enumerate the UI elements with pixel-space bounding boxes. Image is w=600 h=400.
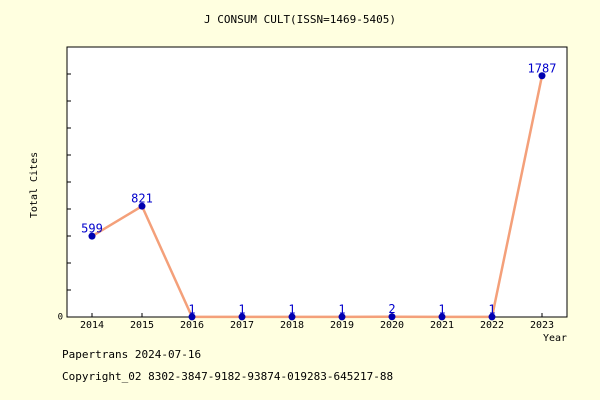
y-axis-label: Total Cites	[29, 152, 40, 218]
data-label: 1	[338, 302, 345, 316]
y-tick-label: 0	[58, 313, 63, 323]
data-point	[538, 72, 546, 80]
plot-area	[66, 46, 568, 318]
footer-text: Copyright_02 8302-3847-9182-93874-019283…	[62, 370, 393, 383]
x-tick-label: 2016	[180, 320, 204, 331]
data-point	[288, 313, 296, 321]
data-point	[188, 313, 196, 321]
data-point	[88, 232, 96, 240]
x-tick-label: 2020	[380, 320, 404, 331]
x-tick-label: 2022	[480, 320, 504, 331]
data-point	[438, 313, 446, 321]
data-point	[238, 313, 246, 321]
line-series	[91, 75, 544, 319]
data-point	[338, 313, 346, 321]
data-label: 599	[81, 222, 103, 236]
data-point	[388, 313, 396, 321]
data-label: 1	[188, 302, 195, 316]
data-point	[138, 202, 146, 210]
chart-title: J CONSUM CULT(ISSN=1469-5405)	[204, 13, 396, 26]
data-label: 1	[288, 302, 295, 316]
data-label: 1	[238, 302, 245, 316]
x-tick-label: 2018	[280, 320, 304, 331]
data-point	[488, 313, 496, 321]
x-axis-label: Year	[543, 333, 567, 344]
x-tick-label: 2023	[530, 320, 554, 331]
data-label: 1787	[528, 61, 557, 75]
data-label: 2	[388, 302, 395, 316]
data-label: 1	[488, 302, 495, 316]
data-label: 821	[131, 192, 153, 206]
x-tick-label: 2021	[430, 320, 454, 331]
x-tick-label: 2014	[80, 320, 104, 331]
x-tick-label: 2015	[130, 320, 154, 331]
data-label: 1	[438, 302, 445, 316]
x-tick-label: 2017	[230, 320, 254, 331]
x-tick-label: 2019	[330, 320, 354, 331]
footer-text: Papertrans 2024-07-16	[62, 348, 201, 361]
